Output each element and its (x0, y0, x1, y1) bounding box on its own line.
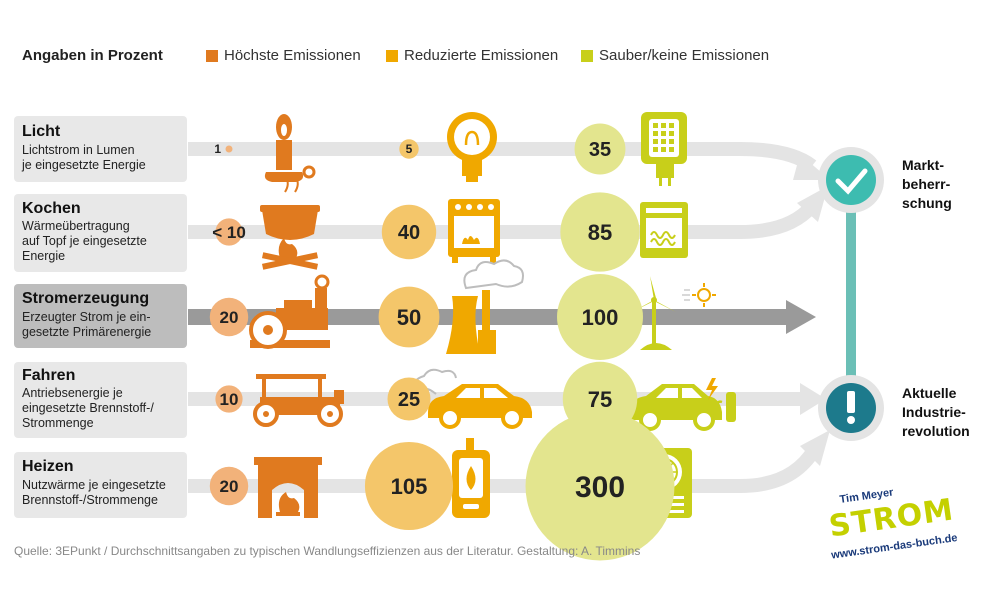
vintage-car-icon (253, 374, 344, 427)
exclamation-icon (818, 375, 884, 441)
row-description: Antriebsenergie je eingesetzte Brennstof… (22, 386, 154, 431)
value-label: 5 (406, 142, 413, 156)
row-stromerzeugung-label: Stromerzeugung Erzeugter Strom je ein- g… (14, 284, 187, 348)
value-bubble-0-1: 5 (399, 139, 419, 159)
value-bubble-4-2: 300 (525, 411, 675, 561)
legend-swatch-high (206, 49, 218, 62)
legend-item-reduced: Reduzierte Emissionen (386, 47, 558, 64)
value-label: 25 (398, 389, 420, 411)
row-title: Kochen (22, 200, 81, 217)
value-bubble-3-0: 10 (215, 385, 243, 413)
source-note: Quelle: 3EPunkt / Durchschnittsangaben z… (14, 544, 641, 558)
outcome-industrial-revolution: Aktuelle Industrie- revolution (902, 384, 970, 441)
outcome-market-dominance: Markt- beherr- schung (902, 156, 952, 213)
row-kochen-label: Kochen Wärmeübertragung auf Topf je eing… (14, 194, 187, 272)
outcome-line: revolution (902, 423, 970, 439)
value-label: 1 (214, 142, 221, 156)
value-bubble-1-2: 85 (560, 192, 640, 272)
candle-icon (264, 114, 316, 182)
row-description-line: gesetzte Primärenergie (22, 325, 152, 339)
outcome-line: Industrie- (902, 404, 966, 420)
value-bubble-2-2: 100 (557, 274, 643, 360)
value-label: < 10 (212, 223, 246, 242)
value-bubble-0-0: 1 (214, 142, 233, 156)
row-description-line: je eingesetzte Energie (22, 158, 146, 172)
light-bulb-icon (447, 112, 497, 182)
outcome-link (846, 185, 856, 395)
row-heizen-label: Heizen Nutzwärme je eingesetzte Brennsto… (14, 452, 187, 518)
row-description: Erzeugter Strom je ein- gesetzte Primäre… (22, 310, 151, 340)
outcome-line: Markt- (902, 157, 945, 173)
value-bubble-1-0: < 10 (212, 218, 246, 246)
steam-engine-icon (249, 274, 330, 349)
electric-car-icon (630, 378, 736, 431)
value-label: 75 (588, 387, 612, 412)
check-mark-icon (818, 147, 884, 213)
value-bubble-4-0: 20 (209, 466, 249, 506)
row-licht-label: Licht Lichtstrom in Lumen je eingesetzte… (14, 116, 187, 182)
value-bubble-4-1: 105 (364, 441, 454, 531)
outcome-line: schung (902, 195, 952, 211)
legend-label-reduced: Reduzierte Emissionen (404, 47, 559, 64)
value-label: 105 (391, 474, 428, 499)
row-description-line: Strommenge (22, 416, 94, 430)
combustion-car-icon (413, 368, 532, 429)
legend-label-high: Höchste Emissionen (224, 47, 361, 64)
row-fahren-label: Fahren Antriebsenergie je eingesetzte Br… (14, 362, 187, 438)
row-description-line: Wärmeübertragung (22, 219, 130, 233)
gas-stove-icon (448, 199, 500, 263)
row-description-line: Erzeugter Strom je ein- (22, 310, 151, 324)
row-description-line: Nutzwärme je eingesetzte (22, 478, 166, 492)
value-bubble-3-1: 25 (387, 377, 431, 421)
power-plant-icon (446, 259, 524, 354)
legend-label-clean: Sauber/keine Emissionen (599, 47, 770, 64)
value-label: 20 (220, 308, 239, 327)
value-label: 50 (397, 305, 421, 330)
outcome-line: Aktuelle (902, 385, 957, 401)
value-label: 100 (582, 305, 619, 330)
value-label: 85 (588, 220, 612, 245)
row-title: Stromerzeugung (22, 290, 150, 307)
row-description-line: eingesetzte Brennstoff-/ (22, 401, 154, 415)
row-description-line: Antriebsenergie je (22, 386, 123, 400)
track-heizen (188, 430, 830, 493)
electric-oven-icon (640, 202, 688, 258)
campfire-pot-icon (260, 177, 320, 270)
value-label: 10 (220, 390, 239, 409)
legend-item-high: Höchste Emissionen (206, 47, 361, 64)
legend-title: Angaben in Prozent (22, 47, 163, 64)
fireplace-icon (254, 457, 322, 518)
legend-swatch-reduced (386, 49, 398, 62)
row-description-line: Energie (22, 249, 66, 263)
row-description-line: auf Topf je eingesetzte (22, 234, 147, 248)
row-description-line: Lichtstrom in Lumen (22, 143, 135, 157)
row-description: Nutzwärme je eingesetzte Brennstoff-/Str… (22, 478, 166, 508)
row-title: Licht (22, 123, 61, 140)
legend-item-clean: Sauber/keine Emissionen (581, 47, 769, 64)
led-lamp-icon (641, 112, 687, 186)
row-description: Lichtstrom in Lumen je eingesetzte Energ… (22, 143, 146, 173)
value-bubble-0-2: 35 (574, 123, 626, 175)
value-bubble-2-1: 50 (378, 286, 440, 348)
outcome-line: beherr- (902, 176, 951, 192)
row-title: Fahren (22, 367, 76, 384)
value-bubble-1-1: 40 (381, 204, 437, 260)
gas-boiler-icon (452, 438, 490, 518)
legend-swatch-clean (581, 49, 593, 62)
value-bubble-2-0: 20 (209, 297, 249, 337)
row-description-line: Brennstoff-/Strommenge (22, 493, 158, 507)
value-label: 35 (589, 139, 611, 161)
value-label: 40 (398, 222, 420, 244)
track-kochen (188, 186, 828, 239)
row-title: Heizen (22, 458, 74, 475)
row-description: Wärmeübertragung auf Topf je eingesetzte… (22, 219, 147, 264)
value-label: 20 (220, 477, 239, 496)
value-bubbles: 1 5 35 < 10 40 85 20 50 100 10 25 75 20 105 300 (209, 123, 675, 561)
value-label: 300 (575, 471, 625, 504)
